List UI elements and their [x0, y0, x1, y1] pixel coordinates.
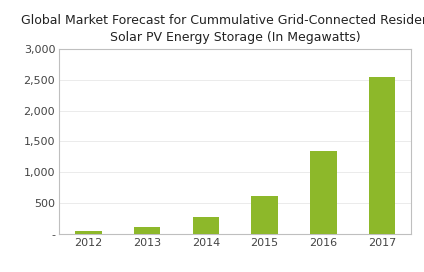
- Bar: [369, 77, 395, 234]
- Title: Global Market Forecast for Cummulative Grid-Connected Residential
Solar PV Energ: Global Market Forecast for Cummulative G…: [21, 14, 424, 44]
- Bar: [310, 151, 337, 234]
- Bar: [251, 196, 278, 234]
- Bar: [75, 231, 102, 234]
- Bar: [193, 217, 219, 234]
- Bar: [134, 227, 160, 234]
